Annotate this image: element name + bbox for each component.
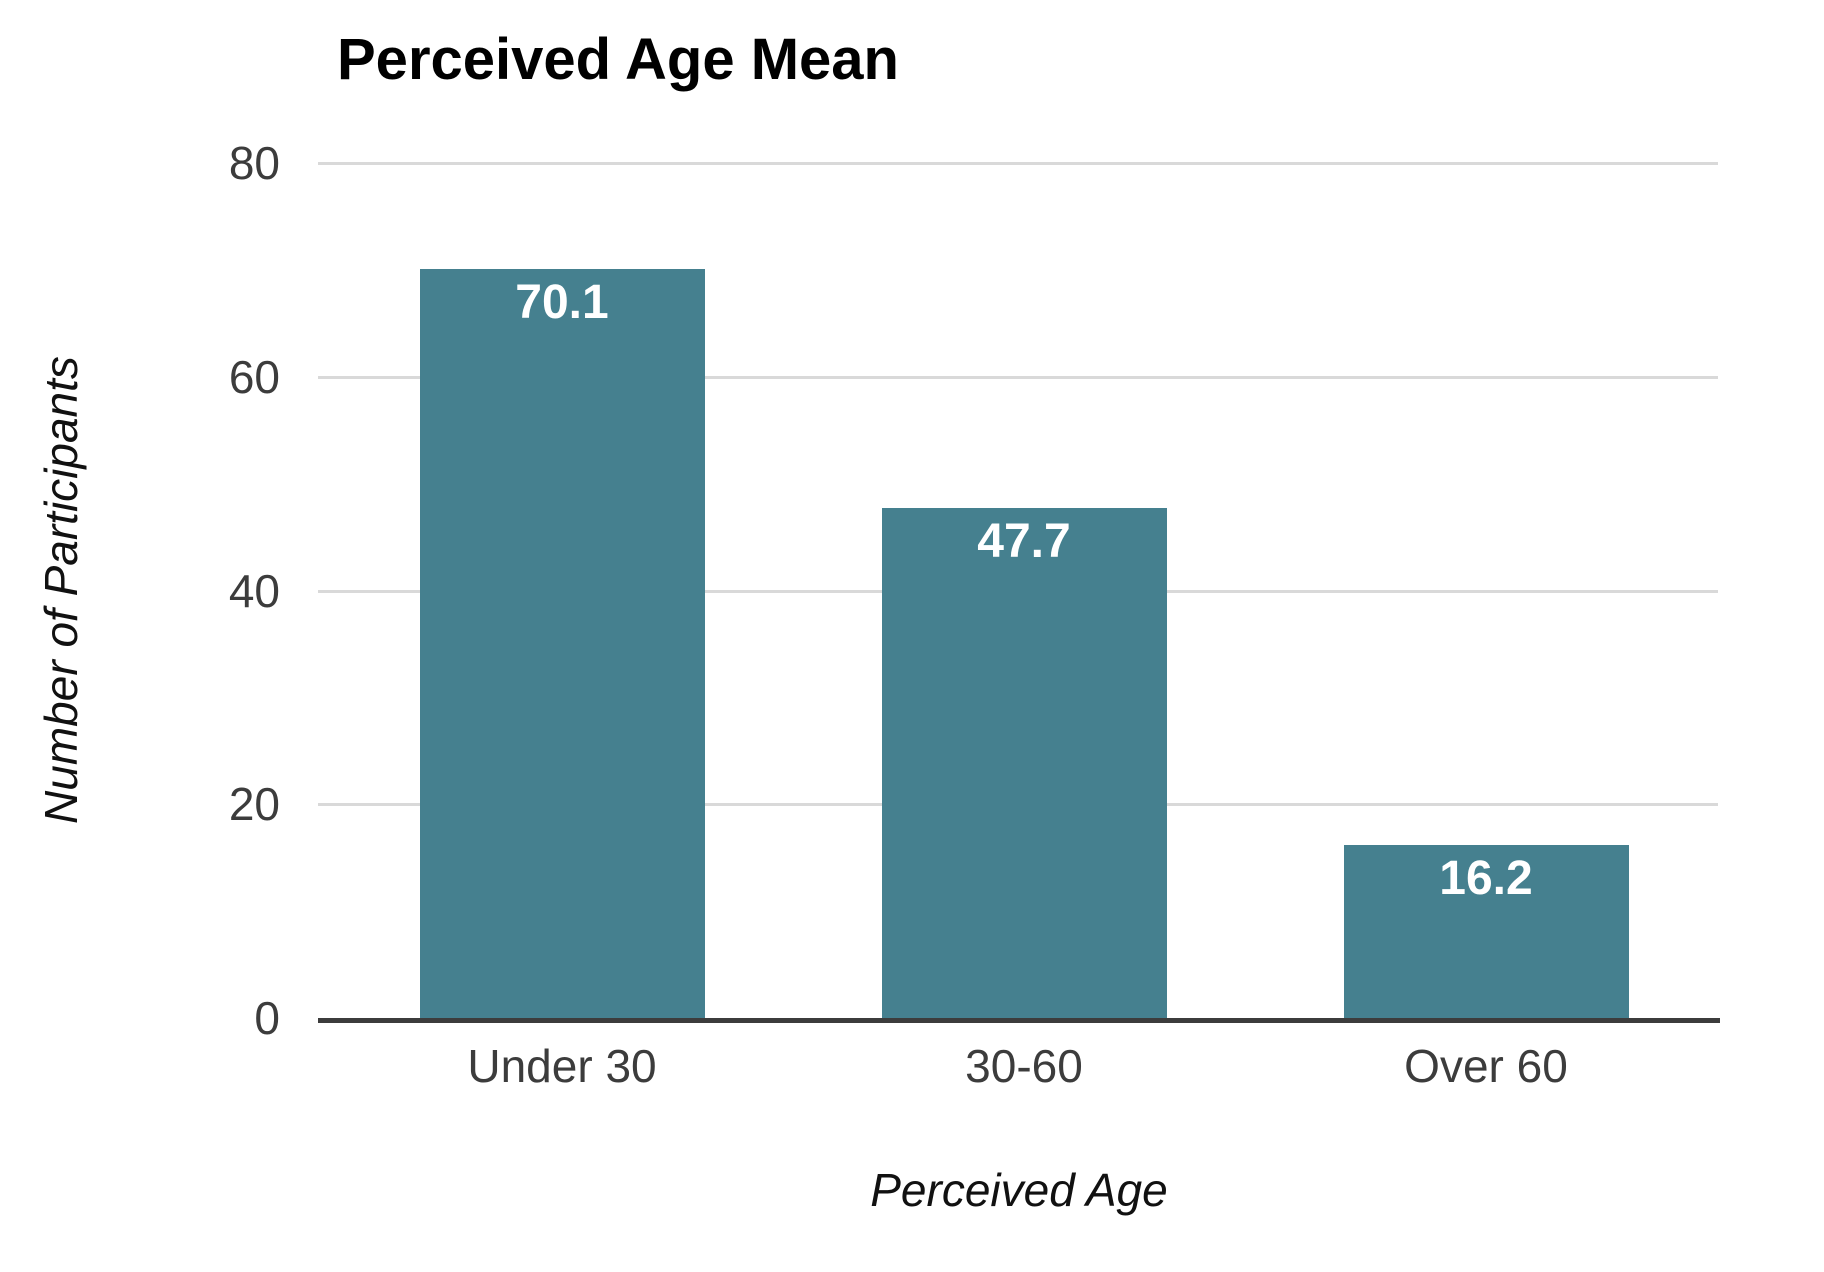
bar-value-label: 47.7	[977, 515, 1071, 569]
x-axis-line	[318, 1018, 1720, 1023]
x-tick-label: Under 30	[467, 1040, 657, 1092]
y-tick-label: 20	[228, 778, 280, 831]
x-tick-label: 30-60	[965, 1040, 1083, 1092]
y-tick-label: 0	[254, 992, 280, 1044]
x-axis-title: Perceived Age	[870, 1164, 1168, 1216]
bar-value-label: 70.1	[515, 275, 609, 329]
bar	[419, 268, 705, 1018]
y-tick-label: 60	[228, 350, 280, 403]
y-axis-title: Number of Participants	[35, 356, 87, 824]
y-tick-label: 80	[228, 137, 280, 189]
gridline	[318, 375, 1718, 379]
x-tick-label: Over 60	[1404, 1040, 1568, 1092]
bar-value-label: 16.2	[1439, 851, 1533, 905]
gridline	[318, 162, 1718, 165]
chart-title: Perceived Age Mean	[337, 27, 899, 92]
bar	[881, 508, 1167, 1018]
bar	[1343, 844, 1629, 1018]
y-tick-label: 40	[228, 564, 280, 617]
